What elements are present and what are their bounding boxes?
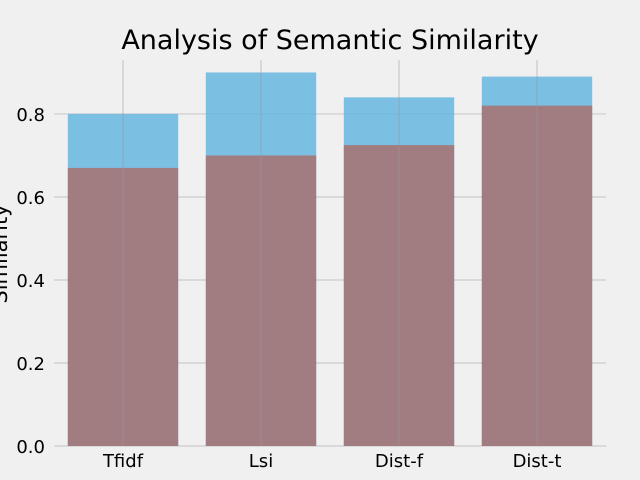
y-tick-label: 0.6: [16, 188, 45, 209]
y-tick-label: 0.0: [16, 437, 45, 458]
bar-series-2-lsi: [205, 155, 317, 446]
x-tick-label: Dist-f: [375, 451, 424, 472]
bar-series-2-dist-f: [343, 145, 455, 446]
tick-labels: 0.0 0.2 0.4 0.6 0.8 Tfidf Lsi Dist-f Dist-t: [16, 105, 561, 472]
y-tick-label: 0.4: [16, 271, 45, 292]
bar-series-2-dist-t: [481, 105, 593, 446]
y-tick-label: 0.2: [16, 354, 45, 375]
y-axis-label: Similarity: [0, 204, 12, 303]
chart-title: Analysis of Semantic Similarity: [121, 25, 538, 56]
bars: [67, 72, 593, 447]
x-tick-label: Dist-t: [513, 451, 562, 472]
bar-series-2-tfidf: [67, 167, 179, 446]
x-tick-label: Lsi: [249, 451, 273, 472]
x-tick-label: Tfidf: [102, 451, 144, 472]
vertical-grid-lines: [122, 60, 538, 446]
y-tick-label: 0.8: [16, 105, 45, 126]
